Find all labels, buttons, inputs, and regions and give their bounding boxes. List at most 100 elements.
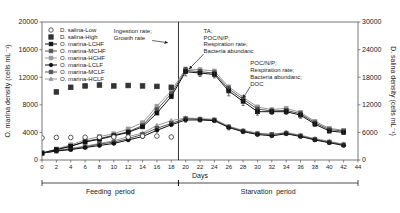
y2-tick-label: 24000 bbox=[362, 46, 382, 53]
series-line bbox=[42, 70, 344, 153]
data-point bbox=[155, 128, 159, 132]
data-point bbox=[169, 135, 174, 140]
error-bar-cap bbox=[299, 135, 302, 136]
error-bar-cap bbox=[342, 144, 345, 145]
data-point bbox=[342, 131, 346, 135]
data-point bbox=[97, 83, 102, 88]
x-tick bbox=[128, 160, 129, 163]
data-point bbox=[141, 125, 145, 129]
period-bracket-tick bbox=[358, 180, 359, 186]
y2-tick-label: 0 bbox=[362, 156, 366, 163]
error-bar-cap bbox=[242, 133, 245, 134]
legend: D. salina-LowD. salina-HighO. marina-LCH… bbox=[45, 27, 106, 82]
y-tick bbox=[40, 49, 43, 50]
data-point bbox=[284, 110, 288, 114]
y2-tick bbox=[358, 77, 361, 78]
error-bar-cap bbox=[328, 128, 331, 129]
error-bar bbox=[213, 119, 216, 123]
data-point bbox=[184, 118, 188, 122]
annotation-line: Bacteria abundanc; bbox=[250, 74, 302, 80]
y-tick bbox=[40, 132, 43, 133]
data-point bbox=[126, 130, 130, 134]
error-bar-cap bbox=[342, 146, 345, 147]
y-tick bbox=[40, 77, 43, 78]
data-point bbox=[227, 126, 231, 130]
data-point bbox=[126, 131, 130, 135]
data-point bbox=[313, 138, 317, 142]
error-bar-stem bbox=[228, 125, 229, 130]
y2-tick bbox=[358, 104, 361, 105]
error-bar-stem bbox=[286, 109, 287, 115]
data-point bbox=[42, 151, 44, 155]
x-tick-label: 18 bbox=[168, 164, 175, 170]
series bbox=[42, 118, 346, 155]
period-bracket bbox=[178, 183, 358, 184]
x-tick bbox=[286, 160, 287, 163]
x-tick bbox=[142, 160, 143, 163]
x-tick-label: 44 bbox=[355, 164, 362, 170]
data-point bbox=[54, 135, 59, 140]
error-bar bbox=[242, 97, 245, 105]
error-bar-stem bbox=[300, 135, 301, 138]
error-bar-stem bbox=[214, 71, 215, 78]
error-bar-cap bbox=[299, 112, 302, 113]
error-bar-stem bbox=[300, 112, 301, 118]
error-bar-stem bbox=[329, 129, 330, 133]
data-point bbox=[98, 144, 102, 148]
legend-item: D. salina-Low bbox=[49, 27, 97, 33]
legend-marker bbox=[49, 63, 53, 67]
error-bar-cap bbox=[328, 133, 331, 134]
legend-item: O. marina-MCLF bbox=[45, 69, 105, 75]
error-bar-stem bbox=[314, 139, 315, 141]
error-bar-cap bbox=[213, 77, 216, 78]
error-bar bbox=[270, 109, 273, 115]
x-tick bbox=[42, 160, 43, 163]
error-bar-stem bbox=[200, 70, 201, 77]
error-bar bbox=[299, 112, 302, 118]
x-tick bbox=[257, 160, 258, 163]
data-point bbox=[69, 144, 73, 148]
y2-tick-label: 12000 bbox=[362, 101, 382, 108]
x-tick-label: 26 bbox=[225, 164, 232, 170]
error-bar-stem bbox=[185, 68, 186, 76]
legend-item: D. salina-High bbox=[49, 34, 98, 40]
data-point bbox=[241, 130, 245, 134]
legend-marker bbox=[49, 28, 53, 32]
data-point bbox=[126, 83, 131, 88]
series-line bbox=[42, 119, 344, 154]
x-tick bbox=[99, 160, 100, 163]
error-bar bbox=[299, 135, 302, 138]
error-bar-cap bbox=[270, 114, 273, 115]
data-point bbox=[327, 140, 331, 144]
data-point bbox=[97, 135, 102, 140]
error-bar-cap bbox=[213, 70, 216, 71]
series-line bbox=[42, 72, 344, 153]
data-point bbox=[155, 134, 160, 139]
error-bar bbox=[285, 109, 288, 115]
data-point bbox=[42, 151, 44, 155]
data-point bbox=[140, 134, 145, 139]
x-tick bbox=[300, 160, 301, 163]
error-bar-cap bbox=[256, 115, 259, 116]
y2-tick-label: 6000 bbox=[362, 129, 378, 136]
x-tick-label: 42 bbox=[340, 164, 347, 170]
x-tick-label: 12 bbox=[125, 164, 132, 170]
error-bar bbox=[313, 139, 316, 141]
error-bar-stem bbox=[271, 134, 272, 137]
error-bar-cap bbox=[299, 118, 302, 119]
error-bar-cap bbox=[270, 134, 273, 135]
x-tick-label: 6 bbox=[83, 164, 87, 170]
x-tick-label: 10 bbox=[110, 164, 117, 170]
error-bar-cap bbox=[328, 143, 331, 144]
error-bar bbox=[227, 125, 230, 130]
error-bar-cap bbox=[199, 69, 202, 70]
data-point bbox=[284, 131, 288, 135]
legend-item: O. marina-MCHF bbox=[45, 48, 106, 54]
data-point bbox=[112, 84, 117, 89]
series bbox=[42, 68, 346, 155]
error-bar-cap bbox=[313, 126, 316, 127]
data-point bbox=[83, 145, 87, 149]
y-tick bbox=[40, 104, 43, 105]
error-bar bbox=[328, 142, 331, 144]
legend-label: O. marina-HCLF bbox=[60, 76, 104, 82]
